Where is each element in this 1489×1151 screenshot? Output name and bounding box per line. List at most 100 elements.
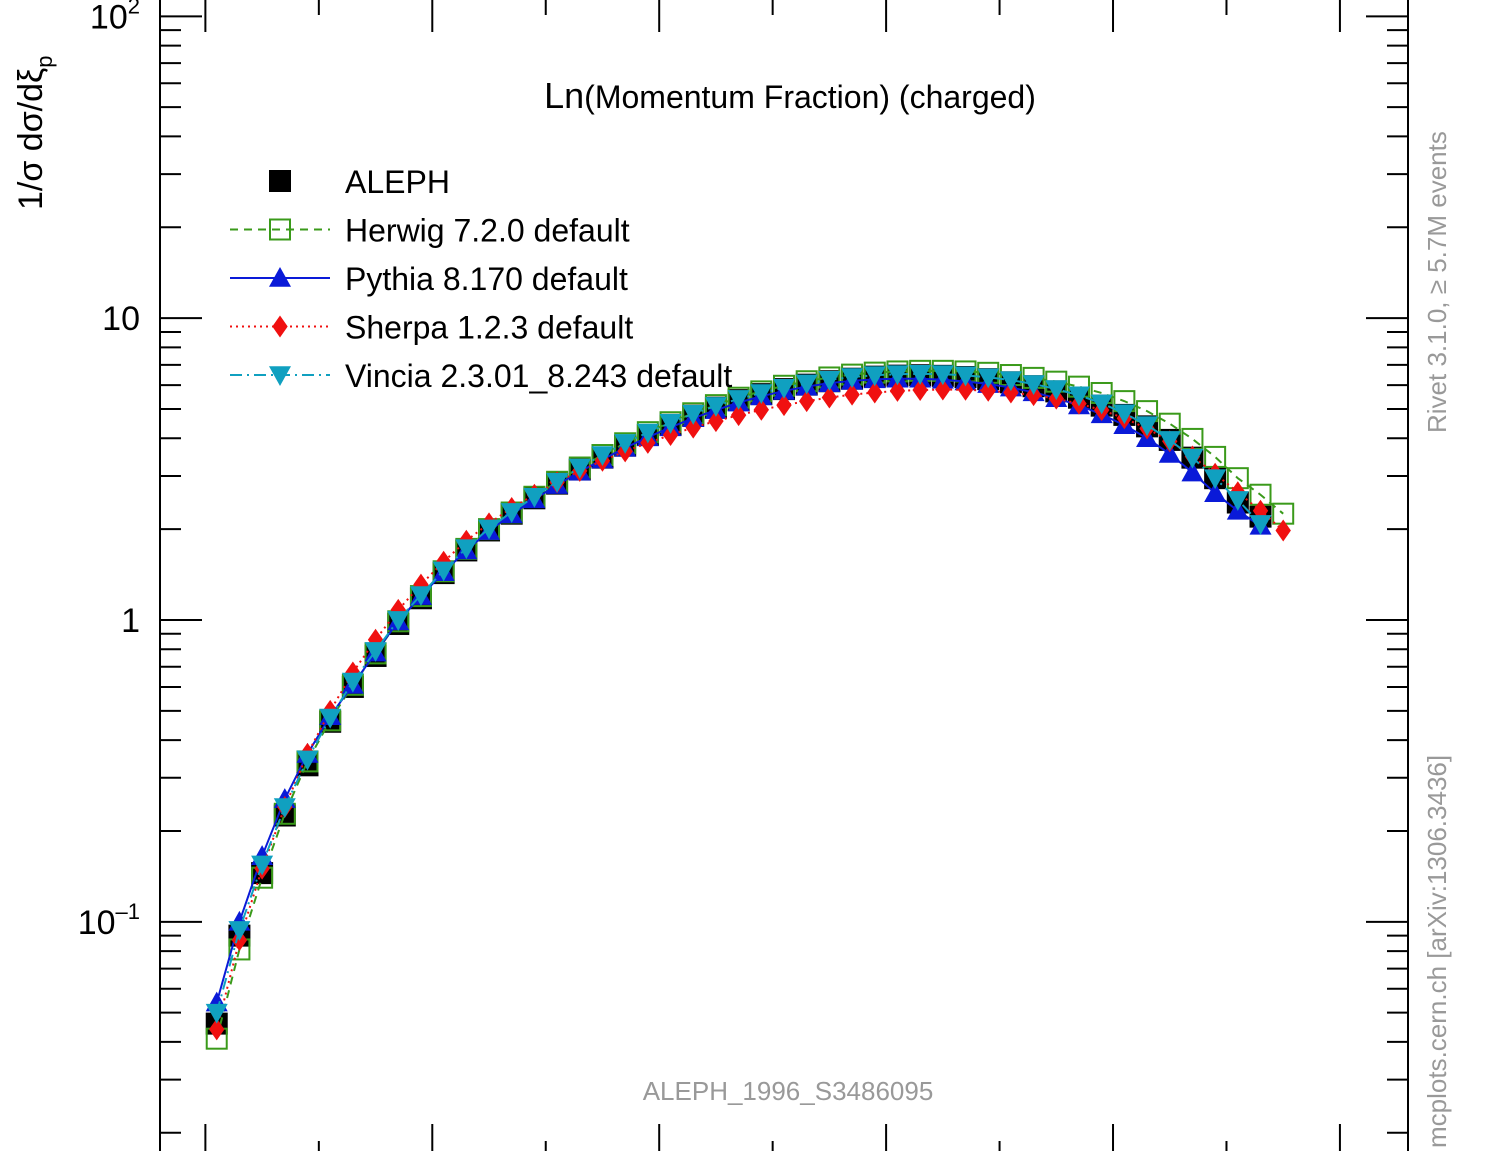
data-point <box>228 921 251 941</box>
data-point <box>704 397 727 417</box>
data-point <box>1067 386 1090 407</box>
legend-entry: Vincia 2.3.01_8.243 default <box>230 358 732 394</box>
data-point <box>1113 404 1136 425</box>
data-point <box>1025 384 1042 407</box>
plot-frame <box>159 0 1409 1151</box>
chart-title-rest: (Momentum Fraction) (charged) <box>584 79 1036 115</box>
legend-entry: ALEPH <box>269 164 450 200</box>
data-point <box>730 404 747 427</box>
series <box>209 378 1291 1041</box>
data-point <box>409 586 432 606</box>
data-point <box>1136 416 1159 437</box>
y-tick-label-base: 1 <box>121 602 140 640</box>
data-point <box>1158 442 1181 463</box>
axis-ticks <box>160 0 1408 1151</box>
series-line <box>215 372 1262 1013</box>
data-point <box>773 378 795 399</box>
y-tick-label: 1 <box>121 602 140 640</box>
data-point <box>912 379 928 402</box>
data-point <box>727 390 750 410</box>
data-point <box>568 458 591 479</box>
data-point <box>523 487 546 508</box>
data-point <box>1204 469 1227 490</box>
data-point <box>708 410 724 433</box>
data-point <box>977 368 1000 389</box>
y-axis-label-sub: p <box>32 55 57 67</box>
data-point <box>776 394 792 417</box>
legend-marker <box>269 170 291 192</box>
y-tick-label-base: 10 <box>102 300 140 338</box>
legend-marker <box>269 267 291 287</box>
series-line <box>215 388 1284 1030</box>
data-point <box>251 855 274 876</box>
data-point <box>1249 515 1272 535</box>
data-point <box>753 398 770 421</box>
chart-title: Ln(Momentum Fraction) (charged) <box>544 75 1036 116</box>
legend-label: Herwig 7.2.0 default <box>345 213 630 249</box>
y-tick-label: 10–1 <box>78 899 140 942</box>
series <box>205 364 1272 1035</box>
data-point <box>614 434 637 454</box>
data-point <box>341 672 364 693</box>
data-point <box>1181 461 1204 482</box>
legend-label: Vincia 2.3.01_8.243 default <box>345 358 732 394</box>
data-point <box>1090 394 1113 415</box>
data-point <box>432 561 455 582</box>
data-point <box>841 368 864 389</box>
data-point <box>273 798 296 819</box>
data-point <box>1003 381 1019 404</box>
legend-marker <box>269 366 291 386</box>
data-point <box>387 611 410 631</box>
data-point <box>1204 482 1227 503</box>
data-point <box>844 383 860 406</box>
legend-entry: Pythia 8.170 default <box>230 261 628 297</box>
legend-marker <box>272 315 288 338</box>
data-point <box>591 446 614 467</box>
data-point <box>863 366 886 387</box>
legend: ALEPH Herwig 7.2.0 default Pythia 8.170 de… <box>230 164 732 394</box>
data-point <box>209 1018 225 1041</box>
data-point <box>296 750 319 771</box>
data-point <box>909 365 932 385</box>
data-point <box>1275 519 1291 542</box>
data-point <box>546 472 569 493</box>
data-point <box>750 384 773 404</box>
legend-label: ALEPH <box>345 164 450 200</box>
y-tick-label-exponent: –1 <box>116 899 140 924</box>
data-point <box>659 414 682 434</box>
data-point <box>500 503 523 523</box>
series <box>205 359 1295 1050</box>
data-point <box>821 386 838 409</box>
data-point <box>957 378 974 401</box>
watermark: ALEPH_1996_S3486095 <box>643 1076 934 1106</box>
data-point <box>798 390 815 413</box>
rivet-version-text: Rivet 3.1.0, ≥ 5.7M events <box>1422 131 1452 433</box>
y-tick-label-base: 10 <box>90 0 128 36</box>
y-tick-label: 102 <box>90 0 140 36</box>
series-line <box>215 377 1262 1003</box>
data-point <box>935 378 951 401</box>
series <box>205 367 1272 1012</box>
data-point <box>1181 448 1204 469</box>
data-point <box>818 370 841 391</box>
y-axis-label: 1/σ dσ/dξp <box>12 55 57 210</box>
data-point <box>636 423 659 444</box>
data-point <box>478 519 501 540</box>
mcplots-reference-text: mcplots.cern.ch [arXiv:1306.3436] <box>1422 755 1452 1148</box>
series-line <box>215 369 1284 1039</box>
data-point <box>931 365 954 386</box>
legend-label: Pythia 8.170 default <box>345 261 628 297</box>
data-point <box>682 405 705 425</box>
data-point <box>319 708 342 729</box>
data-point <box>1226 491 1249 511</box>
data-point <box>886 365 909 386</box>
data-point <box>455 539 478 560</box>
data-point <box>954 366 977 387</box>
data-point <box>364 642 387 662</box>
data-point <box>889 379 906 402</box>
y-axis-label-main: 1/σ dσ/dξ <box>12 68 50 210</box>
data-point <box>662 424 679 447</box>
legend-marker <box>269 218 291 241</box>
y-tick-label-base: 10 <box>78 904 116 942</box>
